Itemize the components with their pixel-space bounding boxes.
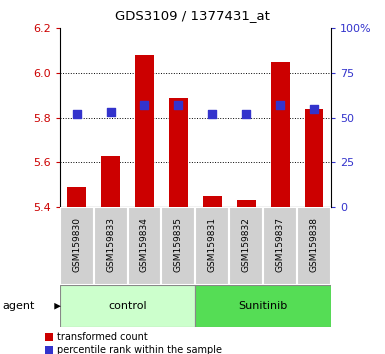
Bar xyxy=(169,98,188,207)
Bar xyxy=(135,55,154,207)
Bar xyxy=(195,285,331,327)
Text: GSM159834: GSM159834 xyxy=(140,217,149,272)
Text: agent: agent xyxy=(2,301,34,311)
Point xyxy=(175,102,181,108)
Bar xyxy=(101,156,120,207)
Text: GSM159832: GSM159832 xyxy=(242,217,251,272)
Bar xyxy=(263,207,297,285)
Text: GSM159831: GSM159831 xyxy=(208,217,217,272)
Text: control: control xyxy=(108,301,147,311)
Point xyxy=(277,102,283,108)
Bar xyxy=(94,207,127,285)
Text: GDS3109 / 1377431_at: GDS3109 / 1377431_at xyxy=(115,9,270,22)
Bar xyxy=(271,62,290,207)
Text: GSM159838: GSM159838 xyxy=(310,217,319,272)
Bar xyxy=(60,285,195,327)
Bar xyxy=(127,207,161,285)
Text: GSM159830: GSM159830 xyxy=(72,217,81,272)
Bar xyxy=(67,187,86,207)
Bar xyxy=(60,207,94,285)
Point xyxy=(107,109,114,115)
Bar xyxy=(229,207,263,285)
Point xyxy=(243,111,249,117)
Point xyxy=(311,106,317,112)
Point xyxy=(141,102,147,108)
Legend: transformed count, percentile rank within the sample: transformed count, percentile rank withi… xyxy=(45,332,222,354)
Bar xyxy=(297,207,331,285)
Bar xyxy=(203,196,222,207)
Bar xyxy=(305,109,323,207)
Text: GSM159835: GSM159835 xyxy=(174,217,183,272)
Bar xyxy=(195,207,229,285)
Bar xyxy=(237,200,256,207)
Point xyxy=(74,111,80,117)
Text: GSM159833: GSM159833 xyxy=(106,217,115,272)
Point xyxy=(209,111,216,117)
Text: Sunitinib: Sunitinib xyxy=(239,301,288,311)
Text: GSM159837: GSM159837 xyxy=(276,217,285,272)
Bar xyxy=(161,207,195,285)
